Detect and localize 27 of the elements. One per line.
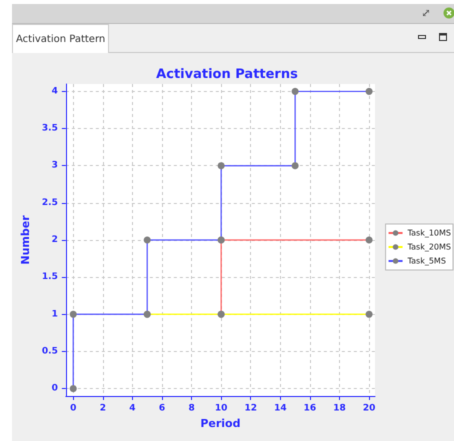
x-tick-label: 6 (158, 404, 166, 414)
legend-label: Task_5MS (406, 256, 446, 266)
y-tick-label: 2.5 (42, 198, 58, 208)
x-tick-label: 8 (188, 404, 195, 414)
y-tick-label: 0 (52, 384, 58, 394)
x-tick-label: 0 (70, 404, 76, 414)
x-tick-label: 2 (100, 404, 106, 414)
y-tick-label: 1.5 (42, 272, 58, 282)
y-tick-label: 2 (52, 235, 58, 245)
y-tick-label: 4 (52, 86, 58, 96)
y-tick-label: 3.5 (42, 124, 58, 134)
legend-label: Task_10MS (406, 228, 452, 238)
x-axis-title: Period (200, 417, 240, 430)
x-tick-label: 20 (362, 404, 376, 414)
y-tick-label: 0.5 (42, 346, 58, 356)
x-tick-label: 12 (244, 404, 258, 414)
x-tick-label: 16 (304, 404, 316, 414)
legend-label: Task_20MS (406, 242, 452, 252)
text: Activation Pattern (12, 24, 110, 53)
x-tick-label: 14 (274, 404, 287, 414)
y-tick-label: 3 (52, 160, 58, 171)
chart-title: Activation Patterns (156, 67, 298, 82)
y-tick-label: 1 (52, 309, 58, 320)
x-tick-label: 4 (129, 404, 136, 414)
x-tick-label: 10 (214, 404, 228, 414)
x-tick-label: 18 (333, 404, 346, 414)
y-axis-title: Number (19, 214, 32, 265)
